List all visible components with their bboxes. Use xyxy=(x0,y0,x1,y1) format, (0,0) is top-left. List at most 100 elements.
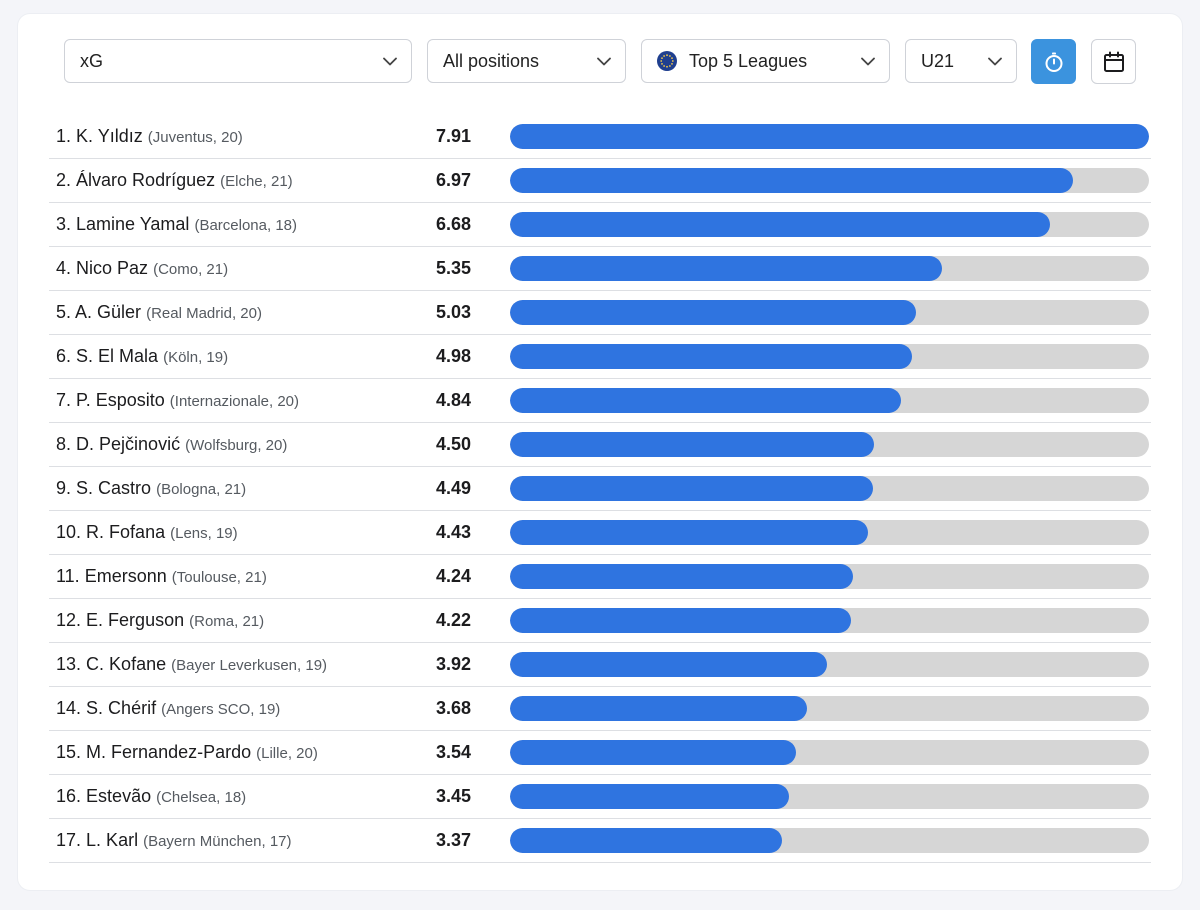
bar-track xyxy=(510,388,1149,413)
table-row[interactable]: 8. D. Pejčinović (Wolfsburg, 20) 4.50 xyxy=(49,423,1151,467)
player-name-cell: 5. A. Güler (Real Madrid, 20) xyxy=(56,291,262,334)
table-row[interactable]: 11. Emersonn (Toulouse, 21) 4.24 xyxy=(49,555,1151,599)
table-row[interactable]: 13. C. Kofane (Bayer Leverkusen, 19) 3.92 xyxy=(49,643,1151,687)
bar-track xyxy=(510,300,1149,325)
player-name-cell: 17. L. Karl (Bayern München, 17) xyxy=(56,819,292,862)
table-row[interactable]: 17. L. Karl (Bayern München, 17) 3.37 xyxy=(49,819,1151,863)
player-name: L. Karl xyxy=(86,830,139,850)
data-label: 5.35 xyxy=(435,258,471,278)
player-rank: 7. xyxy=(56,390,72,410)
table-row[interactable]: 12. E. Ferguson (Roma, 21) 4.22 xyxy=(49,599,1151,643)
bar xyxy=(510,256,943,281)
table-row[interactable]: 7. P. Esposito (Internazionale, 20) 4.84 xyxy=(49,379,1151,423)
player-club-age: (Lille, 20) xyxy=(256,745,318,762)
table-row[interactable]: 2. Álvaro Rodríguez (Elche, 21) 6.97 xyxy=(49,159,1151,203)
bar-track xyxy=(510,740,1149,765)
table-row[interactable]: 3. Lamine Yamal (Barcelona, 18) 6.68 xyxy=(49,203,1151,247)
bar-track xyxy=(510,608,1149,633)
player-name: Álvaro Rodríguez xyxy=(76,170,216,190)
data-label: 4.24 xyxy=(435,566,471,586)
bar xyxy=(510,740,796,765)
bar-track xyxy=(510,432,1149,457)
bar-track xyxy=(510,476,1149,501)
player-name-cell: 2. Álvaro Rodríguez (Elche, 21) xyxy=(56,159,293,202)
bar xyxy=(510,652,827,677)
data-label: 7.91 xyxy=(435,126,471,146)
player-rank: 13. xyxy=(56,654,82,674)
player-club-age: (Bologna, 21) xyxy=(156,481,247,498)
bar xyxy=(510,828,783,853)
per90-toggle-button[interactable] xyxy=(1031,39,1076,84)
player-rank: 17. xyxy=(56,830,82,850)
table-row[interactable]: 4. Nico Paz (Como, 21) 5.35 xyxy=(49,247,1151,291)
bar-track xyxy=(510,344,1149,369)
chevron-down-icon xyxy=(988,54,1002,68)
player-club-age: (Wolfsburg, 20) xyxy=(185,437,288,454)
player-name-cell: 10. R. Fofana (Lens, 19) xyxy=(56,511,238,554)
data-label: 4.50 xyxy=(435,434,471,454)
bar xyxy=(510,344,913,369)
player-name-cell: 1. K. Yıldız (Juventus, 20) xyxy=(56,115,243,158)
table-row[interactable]: 10. R. Fofana (Lens, 19) 4.43 xyxy=(49,511,1151,555)
player-name: Estevão xyxy=(86,786,152,806)
bar xyxy=(510,564,853,589)
player-name: Emersonn xyxy=(84,566,167,586)
bar xyxy=(510,784,789,809)
bar-track xyxy=(510,828,1149,853)
player-club-age: (Internazionale, 20) xyxy=(169,393,300,410)
player-name: D. Pejčinović xyxy=(76,434,181,454)
table-row[interactable]: 5. A. Güler (Real Madrid, 20) 5.03 xyxy=(49,291,1151,335)
player-name-cell: 9. S. Castro (Bologna, 21) xyxy=(56,467,246,510)
metric-select[interactable]: xG xyxy=(64,39,412,83)
data-label: 4.43 xyxy=(435,522,471,542)
stopwatch-icon xyxy=(1043,51,1065,73)
player-rank: 3. xyxy=(56,214,72,234)
table-row[interactable]: 9. S. Castro (Bologna, 21) 4.49 xyxy=(49,467,1151,511)
table-row[interactable]: 16. Estevão (Chelsea, 18) 3.45 xyxy=(49,775,1151,819)
age-select[interactable]: U21 xyxy=(905,39,1017,83)
bar-track xyxy=(510,564,1149,589)
player-name: P. Esposito xyxy=(76,390,165,410)
player-rank: 5. xyxy=(56,302,72,322)
player-ranking-list: 1. K. Yıldız (Juventus, 20) 7.91 2. Álvaro… xyxy=(49,115,1151,863)
age-select-label: U21 xyxy=(921,50,955,71)
player-club-age: (Bayer Leverkusen, 19) xyxy=(171,657,328,674)
player-name-cell: 13. C. Kofane (Bayer Leverkusen, 19) xyxy=(56,643,327,686)
data-label: 3.92 xyxy=(435,654,471,674)
player-name: K. Yıldız xyxy=(76,126,143,146)
bar xyxy=(510,124,1149,149)
player-rank: 9. xyxy=(56,478,72,498)
filter-toolbar: xG All positions xyxy=(18,14,1182,114)
bar-track xyxy=(510,168,1149,193)
player-name-cell: 14. S. Chérif (Angers SCO, 19) xyxy=(56,687,280,730)
player-name-cell: 7. P. Esposito (Internazionale, 20) xyxy=(56,379,299,422)
bar xyxy=(510,476,873,501)
table-row[interactable]: 14. S. Chérif (Angers SCO, 19) 3.68 xyxy=(49,687,1151,731)
date-range-button[interactable] xyxy=(1091,39,1136,84)
player-rank: 1. xyxy=(56,126,72,146)
position-select[interactable]: All positions xyxy=(427,39,626,83)
table-row[interactable]: 1. K. Yıldız (Juventus, 20) 7.91 xyxy=(49,115,1151,159)
player-club-age: (Como, 21) xyxy=(153,261,229,278)
player-club-age: (Lens, 19) xyxy=(170,525,238,542)
calendar-icon xyxy=(1103,51,1125,73)
player-club-age: (Juventus, 20) xyxy=(147,129,243,146)
player-rank: 12. xyxy=(56,610,82,630)
table-row[interactable]: 6. S. El Mala (Köln, 19) 4.98 xyxy=(49,335,1151,379)
bar-track xyxy=(510,652,1149,677)
data-label: 4.22 xyxy=(435,610,471,630)
player-name: S. Chérif xyxy=(86,698,157,718)
data-label: 3.68 xyxy=(435,698,471,718)
data-label: 4.49 xyxy=(435,478,471,498)
position-select-label: All positions xyxy=(443,50,540,71)
player-name-cell: 12. E. Ferguson (Roma, 21) xyxy=(56,599,264,642)
table-row[interactable]: 15. M. Fernandez-Pardo (Lille, 20) 3.54 xyxy=(49,731,1151,775)
data-label: 3.54 xyxy=(435,742,471,762)
player-name-cell: 3. Lamine Yamal (Barcelona, 18) xyxy=(56,203,297,246)
bar xyxy=(510,696,808,721)
player-name-cell: 8. D. Pejčinović (Wolfsburg, 20) xyxy=(56,423,287,466)
league-select[interactable]: Top 5 Leagues xyxy=(641,39,890,83)
bar-track xyxy=(510,212,1149,237)
data-label: 5.03 xyxy=(435,302,471,322)
bar-track xyxy=(510,520,1149,545)
